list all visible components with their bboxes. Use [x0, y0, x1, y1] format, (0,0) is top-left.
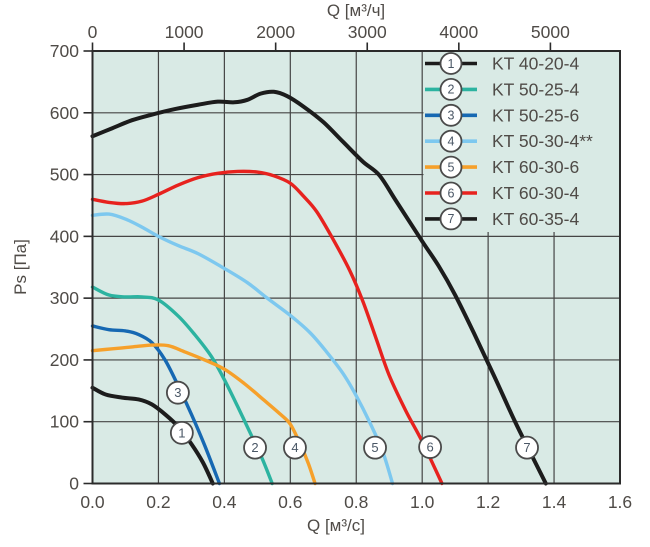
y-tick-label: 200 [50, 350, 79, 370]
y-tick-label: 600 [50, 103, 79, 123]
legend-label-4: KT 50-30-4** [492, 131, 593, 151]
legend-circle-1 [439, 52, 463, 75]
legend-circle-3 [439, 103, 463, 127]
legend-circle-7 [439, 207, 463, 231]
curve-callout-number-2: 2 [251, 440, 258, 455]
x-top-tick-label: 1000 [165, 22, 204, 42]
curve-callout-circle-7 [515, 435, 539, 460]
x-bottom-tick-label: 1.2 [476, 492, 500, 512]
x-top-tick-label: 0 [88, 22, 98, 42]
curve-callout-number-5: 5 [371, 440, 378, 455]
y-tick-label: 100 [50, 412, 79, 432]
legend-circle-2 [439, 78, 463, 101]
x-bottom-tick-label: 0.8 [344, 492, 368, 512]
bottom-axis-title: Q [м³/с] [307, 516, 365, 535]
curve-callout-circle-6 [418, 435, 443, 459]
legend-number-7: 7 [448, 212, 455, 226]
x-top-tick-label: 2000 [256, 22, 295, 42]
x-bottom-tick-label: 1.0 [410, 492, 435, 512]
legend-circle-5 [439, 155, 463, 179]
x-top-tick-label: 4000 [439, 22, 478, 42]
curve-callout-circle-2 [243, 435, 267, 460]
plot-border [91, 50, 621, 485]
x-top-tick-label: 5000 [531, 22, 570, 42]
curve-kt-60-30-4 [90, 169, 444, 486]
x-bottom-tick-label: 0.6 [278, 492, 302, 512]
curve-callout-circle-3 [165, 380, 190, 405]
legend-label-2: KT 50-25-4 [492, 79, 579, 99]
y-axis-title: Ps [Па] [11, 239, 30, 295]
curve-callout-number-3: 3 [174, 385, 181, 400]
y-tick-label: 0 [69, 474, 79, 494]
legend-circle-6 [439, 181, 463, 205]
curve-callout-number-7: 7 [523, 440, 530, 455]
curve-kt-50-30-4- [90, 212, 395, 486]
curve-callout-number-6: 6 [426, 440, 433, 455]
curve-callout-circle-4 [283, 435, 307, 460]
legend-label-5: KT 60-30-6 [492, 157, 579, 177]
legend-label-7: KT 60-35-4 [492, 209, 579, 229]
legend-number-3: 3 [448, 109, 455, 123]
top-axis-title: Q [м³/ч] [326, 1, 386, 20]
legend-label-6: KT 60-30-4 [492, 183, 579, 203]
legend-number-6: 6 [448, 186, 455, 200]
y-tick-label: 300 [50, 288, 79, 308]
curve-kt-50-25-4 [90, 285, 274, 486]
curve-callout-circle-5 [363, 435, 387, 460]
x-bottom-tick-label: 0.4 [212, 492, 237, 512]
legend-number-5: 5 [448, 160, 455, 174]
legend-number-1: 1 [448, 57, 455, 71]
curve-kt-40-20-4 [90, 385, 215, 486]
curve-kt-60-35-4 [90, 89, 548, 486]
y-tick-label: 400 [50, 226, 79, 246]
y-tick-label: 500 [50, 165, 79, 185]
x-bottom-tick-label: 1.6 [608, 492, 632, 512]
legend-circle-4 [439, 129, 463, 153]
legend-number-4: 4 [448, 135, 455, 149]
curve-callout-circle-1 [169, 420, 194, 445]
legend-number-2: 2 [448, 83, 455, 97]
x-bottom-tick-label: 1.4 [542, 492, 567, 512]
y-tick-label: 700 [50, 41, 79, 61]
x-bottom-tick-label: 0.2 [146, 492, 170, 512]
legend-label-1: KT 40-20-4 [492, 54, 579, 74]
curve-kt-50-25-6 [90, 324, 222, 486]
curve-callout-number-4: 4 [291, 440, 298, 455]
legend-label-3: KT 50-25-6 [492, 105, 579, 125]
x-top-tick-label: 3000 [348, 22, 387, 42]
x-bottom-tick-label: 0.0 [80, 492, 105, 512]
curve-callout-number-1: 1 [178, 425, 185, 440]
